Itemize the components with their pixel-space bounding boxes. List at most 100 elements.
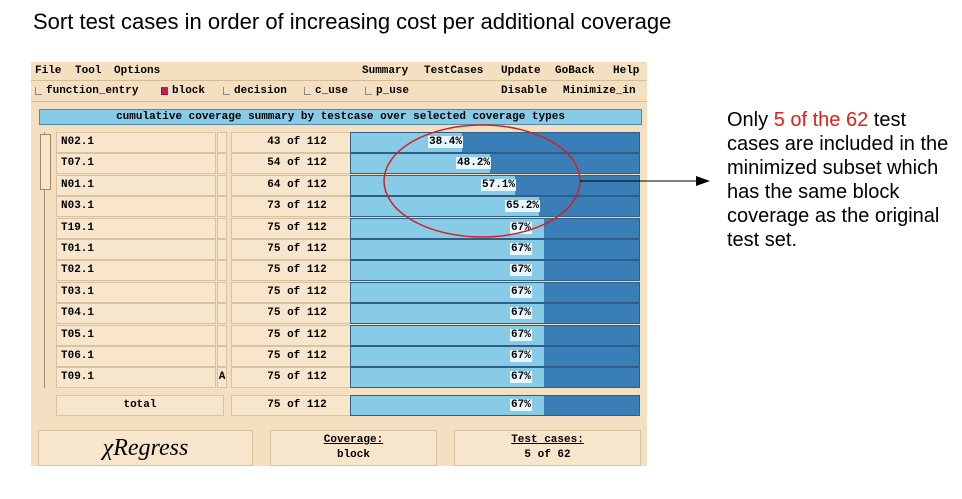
testcase-coverage: 75 of 112: [231, 239, 363, 260]
table-row[interactable]: N01.1 64 of 112 57.1%: [53, 174, 640, 196]
testcase-coverage: 75 of 112: [231, 367, 363, 389]
testcase-mark: [217, 281, 227, 303]
coverage-percent-label: 67%: [510, 350, 532, 362]
coverage-bar: 67%: [350, 217, 640, 239]
coverage-bar: 57.1%: [350, 174, 640, 196]
testcase-coverage: 75 of 112: [231, 346, 363, 367]
total-coverage-bar: 67%: [350, 395, 640, 416]
testcase-name: T06.1: [56, 346, 216, 367]
coverage-type-bar: function_entry block decision c_use p_us…: [31, 80, 647, 102]
coverage-percent-label: 67%: [510, 371, 532, 384]
coverage-bar: 65.2%: [350, 196, 640, 218]
coverage-bar-fill: [351, 240, 544, 259]
coverage-info-box: Coverage: block: [270, 430, 437, 466]
checkbox-icon: [223, 87, 230, 95]
coverage-type-function-entry[interactable]: function_entry: [35, 85, 138, 97]
coverage-type-c-use[interactable]: c_use: [304, 85, 348, 97]
coverage-info-title: Coverage:: [323, 434, 384, 446]
coverage-type-block[interactable]: block: [161, 85, 205, 97]
testcase-name: T01.1: [56, 239, 216, 260]
coverage-percent-label: 57.1%: [481, 178, 517, 191]
checkbox-checked-icon: [161, 87, 168, 95]
menu-goback[interactable]: GoBack: [555, 65, 595, 77]
testcase-mark: [217, 239, 227, 260]
xregress-window: File Tool Options Summary TestCases Upda…: [31, 62, 647, 466]
coverage-percent-label: 67%: [510, 285, 532, 298]
table-row[interactable]: T07.1 54 of 112 48.2%: [53, 153, 640, 175]
testcase-coverage: 75 of 112: [231, 260, 363, 282]
summary-header: cumulative coverage summary by testcase …: [39, 109, 642, 125]
minimize-button[interactable]: Minimize_in: [563, 85, 636, 97]
coverage-percent-label: 67%: [510, 221, 532, 234]
testcase-name: N03.1: [56, 196, 216, 218]
coverage-bar-fill: [351, 347, 544, 366]
scrollbar[interactable]: [39, 132, 51, 388]
testcase-coverage: 54 of 112: [231, 153, 363, 175]
testcase-name: N02.1: [56, 132, 216, 153]
testcase-mark: [217, 346, 227, 367]
annotation-highlight: 5 of the 62: [773, 109, 869, 131]
table-row[interactable]: T04.1 75 of 112 67%: [53, 303, 640, 325]
menu-tool[interactable]: Tool: [75, 65, 102, 77]
table-row[interactable]: T01.1 75 of 112 67%: [53, 239, 640, 260]
checkbox-icon: [365, 87, 372, 95]
coverage-bar-fill: [351, 304, 544, 324]
testcase-name: T07.1: [56, 153, 216, 175]
testcase-info-box: Test cases: 5 of 62: [454, 430, 641, 466]
table-row[interactable]: T03.1 75 of 112 67%: [53, 281, 640, 303]
coverage-bar: 48.2%: [350, 153, 640, 175]
testcase-coverage: 75 of 112: [231, 281, 363, 303]
xregress-logo: χRegress: [38, 430, 253, 466]
coverage-percent-label: 67%: [510, 328, 532, 341]
coverage-bar-fill: [351, 282, 544, 302]
testcase-mark: [217, 303, 227, 325]
disable-button[interactable]: Disable: [501, 85, 548, 97]
coverage-percent-label: 38.4%: [428, 136, 464, 148]
table-row[interactable]: T19.1 75 of 112 67%: [53, 217, 640, 239]
menu-summary[interactable]: Summary: [362, 65, 409, 77]
coverage-info-value: block: [336, 449, 370, 461]
coverage-percent-label: 48.2%: [456, 157, 492, 170]
coverage-percent-label: 67%: [510, 243, 532, 255]
scrollbar-track: [44, 132, 45, 388]
testcase-name: T02.1: [56, 260, 216, 282]
table-row[interactable]: N02.1 43 of 112 38.4%: [53, 132, 640, 153]
testcase-mark: [217, 260, 227, 282]
table-row[interactable]: T05.1 75 of 112 67%: [53, 324, 640, 346]
testcase-name: T05.1: [56, 324, 216, 346]
menu-options[interactable]: Options: [114, 65, 161, 77]
coverage-percent-label: 67%: [510, 307, 532, 320]
coverage-bar-fill: [351, 325, 544, 345]
menu-bar: File Tool Options Summary TestCases Upda…: [31, 62, 647, 80]
total-coverage: 75 of 112: [231, 395, 363, 416]
coverage-type-p-use[interactable]: p_use: [365, 85, 409, 97]
testcase-name: T03.1: [56, 281, 216, 303]
scrollbar-thumb[interactable]: [40, 134, 51, 190]
menu-update[interactable]: Update: [501, 65, 541, 77]
testcase-coverage: 43 of 112: [231, 132, 363, 153]
total-row: total 75 of 112 67%: [53, 395, 640, 416]
coverage-percent-label: 67%: [510, 264, 532, 277]
coverage-bar: 67%: [350, 367, 640, 389]
coverage-type-decision[interactable]: decision: [223, 85, 287, 97]
testcase-coverage: 75 of 112: [231, 303, 363, 325]
menu-help[interactable]: Help: [613, 65, 640, 77]
testcase-info-title: Test cases:: [511, 434, 584, 446]
table-row[interactable]: T06.1 75 of 112 67%: [53, 346, 640, 367]
coverage-bar: 38.4%: [350, 132, 640, 153]
coverage-bar: 67%: [350, 346, 640, 367]
coverage-bar: 67%: [350, 260, 640, 282]
table-row[interactable]: T09.1 A 75 of 112 67%: [53, 367, 640, 389]
testcase-coverage: 73 of 112: [231, 196, 363, 218]
coverage-bar: 67%: [350, 281, 640, 303]
testcase-mark: A: [217, 367, 227, 389]
coverage-bar-fill: [351, 261, 544, 281]
menu-file[interactable]: File: [35, 65, 62, 77]
testcase-mark: [217, 324, 227, 346]
table-row[interactable]: N03.1 73 of 112 65.2%: [53, 196, 640, 218]
table-row[interactable]: T02.1 75 of 112 67%: [53, 260, 640, 282]
coverage-bar: 67%: [350, 324, 640, 346]
checkbox-icon: [35, 87, 42, 95]
testcase-coverage: 75 of 112: [231, 217, 363, 239]
menu-testcases[interactable]: TestCases: [424, 65, 484, 77]
